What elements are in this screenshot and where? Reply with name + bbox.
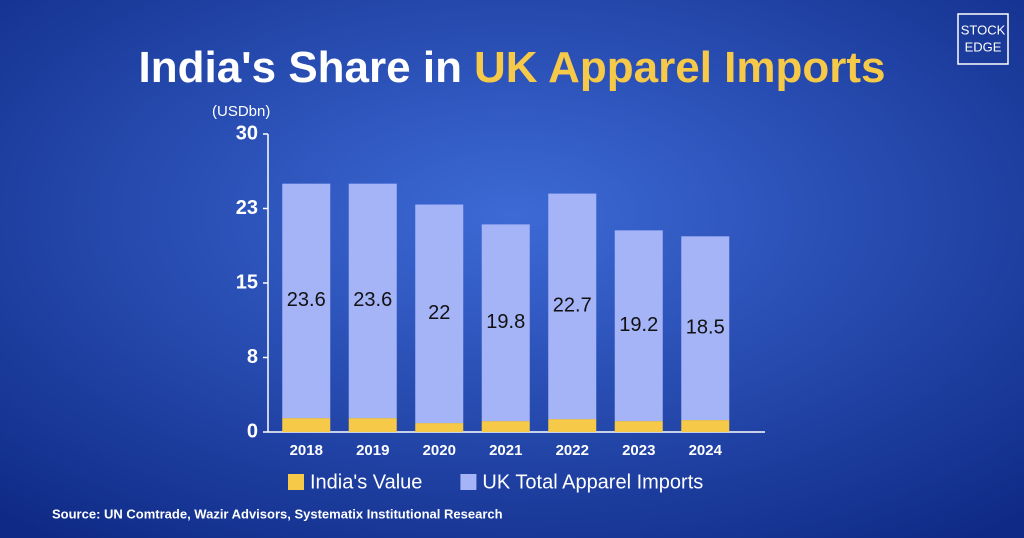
bar-segment — [282, 183, 331, 419]
logo-box — [957, 13, 1009, 65]
y-axis-label: (USDbn) — [212, 103, 270, 120]
bar-segment — [681, 420, 730, 432]
data-label: 23.6 — [287, 289, 326, 311]
legend-swatch — [288, 474, 304, 490]
y-tick-label: 30 — [236, 122, 258, 144]
data-label: 22.7 — [553, 295, 592, 317]
data-label: 22 — [428, 302, 450, 324]
data-label: 19.2 — [619, 314, 658, 336]
source-note: Source: UN Comtrade, Wazir Advisors, Sys… — [52, 506, 503, 521]
bar-segment — [481, 421, 530, 432]
bar-segment — [348, 183, 397, 419]
legend-swatch — [460, 474, 477, 490]
bar-segment — [614, 230, 663, 422]
x-tick-label: 2024 — [689, 442, 723, 459]
legend-label: UK Total Apparel Imports — [482, 471, 703, 493]
y-tick-label: 0 — [247, 420, 258, 442]
title-main: India's Share in — [139, 43, 462, 92]
bar-segment — [415, 204, 464, 424]
legend-label: India's Value — [310, 471, 422, 493]
x-tick-label: 2023 — [622, 442, 655, 459]
data-label: 18.5 — [686, 316, 725, 338]
bar-segment — [548, 193, 597, 420]
bar-segment — [282, 418, 331, 432]
data-label: 23.6 — [353, 289, 392, 311]
x-tick-label: 2021 — [489, 442, 522, 459]
bar-segment — [681, 236, 730, 421]
bar-segment — [348, 418, 397, 432]
data-label: 19.8 — [486, 311, 525, 333]
x-tick-label: 2019 — [356, 442, 389, 459]
chart-title: India's Share in UK Apparel Imports — [139, 43, 886, 92]
bar-segment — [614, 421, 663, 432]
bar-segment — [415, 423, 464, 432]
x-tick-label: 2018 — [290, 442, 323, 459]
x-tick-label: 2020 — [423, 442, 456, 459]
y-tick-label: 23 — [236, 197, 258, 219]
bar-segment — [548, 419, 597, 432]
y-tick-label: 15 — [236, 271, 258, 293]
x-tick-label: 2022 — [556, 442, 589, 459]
y-tick-label: 8 — [247, 346, 258, 368]
logo-text: STOCK — [961, 22, 1006, 37]
title-highlight: UK Apparel Imports — [474, 43, 886, 92]
bar-segment — [481, 224, 530, 422]
logo-text: EDGE — [965, 39, 1002, 54]
